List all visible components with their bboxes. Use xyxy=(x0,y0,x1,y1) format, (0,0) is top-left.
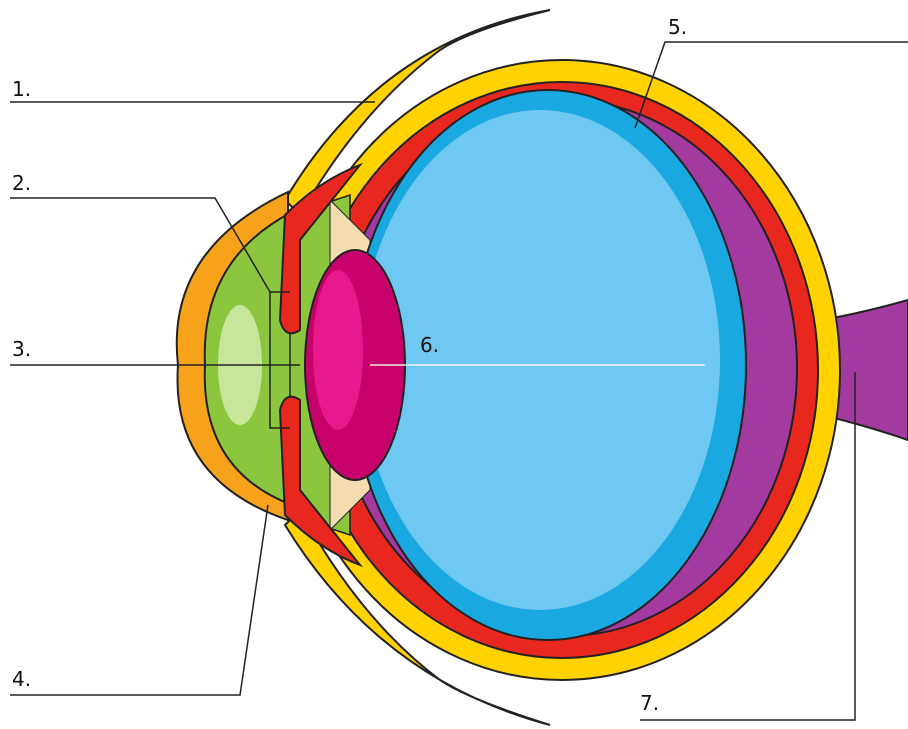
label: 7. xyxy=(640,691,659,715)
vitreous-highlight xyxy=(360,110,720,610)
label: 5. xyxy=(668,15,687,39)
iris-upper xyxy=(278,162,364,335)
label: 6. xyxy=(420,333,439,357)
lens-highlight xyxy=(313,270,363,430)
label: 1. xyxy=(12,77,31,101)
label: 4. xyxy=(12,667,31,691)
label: 3. xyxy=(12,337,31,361)
leader-line xyxy=(640,372,856,721)
iris-lower xyxy=(278,395,364,568)
leader-line xyxy=(10,504,269,696)
label: 2. xyxy=(12,171,31,195)
leader-line xyxy=(634,41,908,129)
leader-line xyxy=(10,197,290,429)
